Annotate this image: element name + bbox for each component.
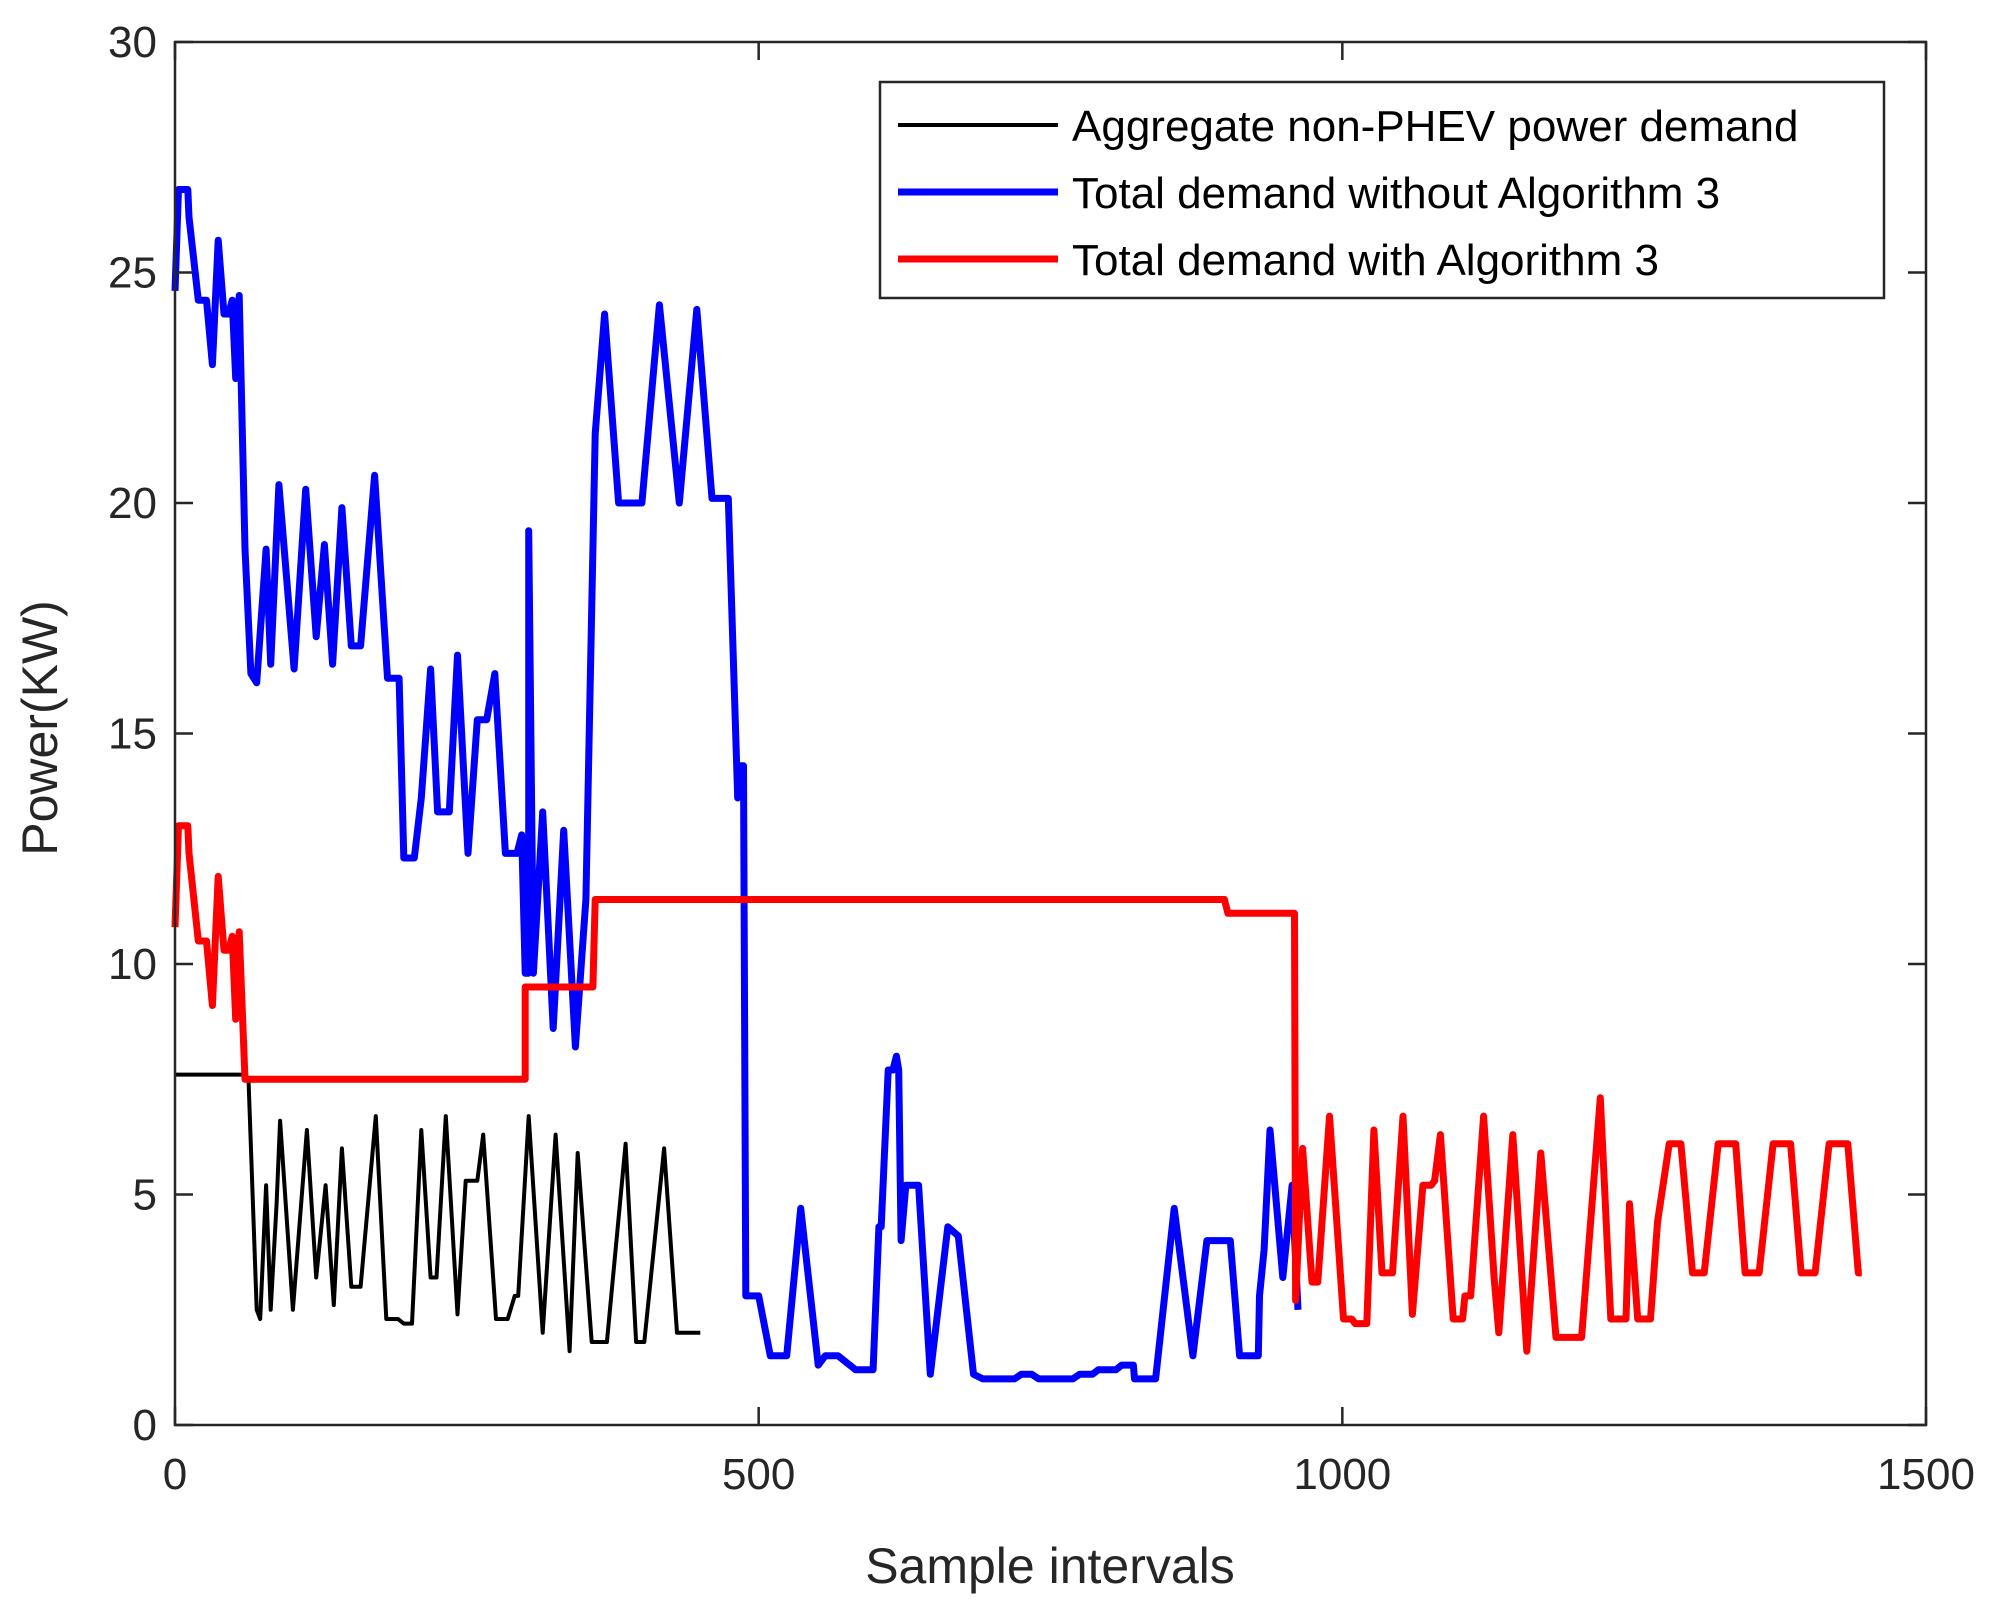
y-tick-label: 25	[108, 249, 157, 298]
series-line-2	[171, 186, 1302, 1383]
y-tick-label: 20	[108, 479, 157, 528]
x-tick-label: 0	[163, 1450, 187, 1499]
x-tick-label: 1000	[1293, 1450, 1391, 1499]
x-tick-label: 1500	[1877, 1450, 1975, 1499]
legend: Aggregate non-PHEV power demand Total dem…	[878, 80, 1886, 300]
legend-label-3: Total demand with Algorithm 3	[1072, 236, 1659, 285]
series-line-3	[171, 822, 1862, 1355]
ticks-layer: 0 500 1000 1500 0 5 10 15 20 25 30	[108, 18, 1975, 1499]
legend-label-2: Total demand without Algorithm 3	[1072, 169, 1720, 218]
y-tick-label: 5	[133, 1171, 157, 1220]
legend-label-1: Aggregate non-PHEV power demand	[1072, 102, 1798, 151]
series-layer	[171, 186, 1862, 1383]
y-tick-label: 0	[133, 1401, 157, 1450]
series-line-1	[175, 1072, 701, 1354]
y-tick-label: 10	[108, 940, 157, 989]
x-tick-label: 500	[722, 1450, 795, 1499]
y-axis-label: Power(KW)	[12, 600, 68, 856]
y-tick-label: 30	[108, 18, 157, 67]
y-tick-label: 15	[108, 710, 157, 759]
x-axis-label: Sample intervals	[865, 1538, 1235, 1594]
